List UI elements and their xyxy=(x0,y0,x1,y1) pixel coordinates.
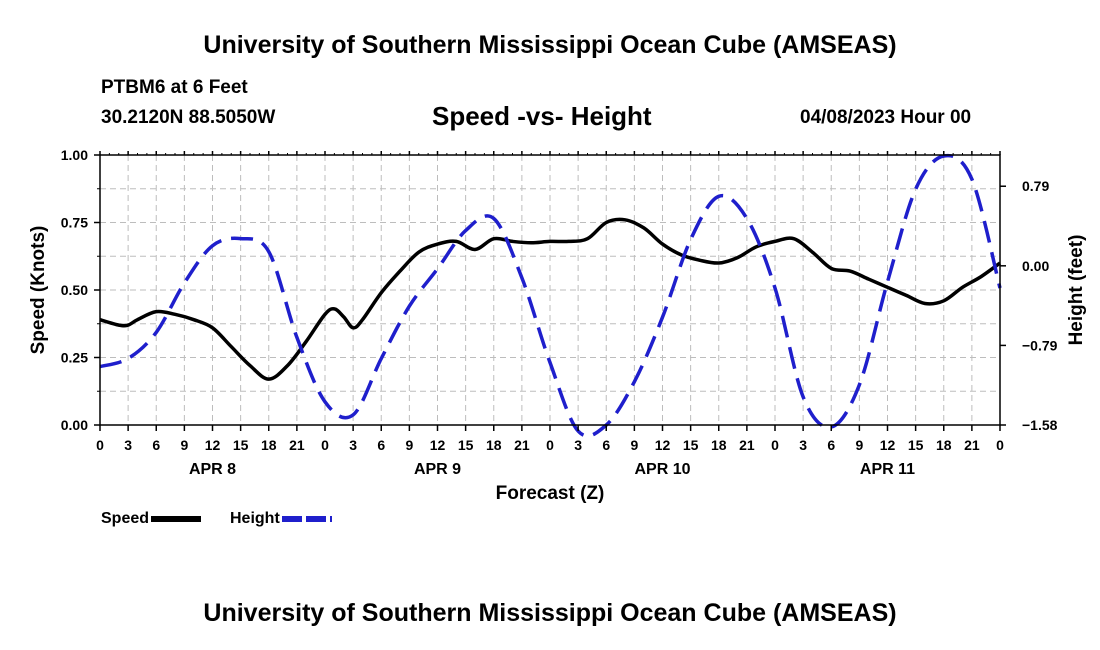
y2-tick-label: −1.58 xyxy=(1022,417,1058,433)
day-label: APR 11 xyxy=(860,461,915,478)
y-tick-label: 0.75 xyxy=(61,215,88,231)
legend-speed-label: Speed xyxy=(101,510,150,527)
x-tick-label: 12 xyxy=(655,437,671,453)
x-tick-label: 3 xyxy=(349,437,357,453)
x-tick-label: 6 xyxy=(377,437,385,453)
tick-layer xyxy=(94,151,1006,431)
x-tick-label: 15 xyxy=(458,437,474,453)
x-tick-label: 18 xyxy=(486,437,502,453)
x-tick-label: 9 xyxy=(630,437,638,453)
forecast-date: 04/08/2023 Hour 00 xyxy=(800,107,972,128)
x-tick-label: 21 xyxy=(964,437,980,453)
station-label: PTBM6 at 6 Feet xyxy=(101,77,248,98)
y-axis-title: Speed (Knots) xyxy=(28,226,49,355)
x-tick-label: 3 xyxy=(124,437,132,453)
x-tick-label: 15 xyxy=(683,437,699,453)
x-tick-label: 21 xyxy=(289,437,305,453)
x-tick-label: 0 xyxy=(996,437,1004,453)
x-tick-label: 3 xyxy=(574,437,582,453)
series-layer xyxy=(99,153,1002,438)
x-tick-label: 9 xyxy=(855,437,863,453)
legend-speed-swatch xyxy=(151,516,202,522)
x-tick-label: 0 xyxy=(96,437,104,453)
day-label: APR 9 xyxy=(414,461,461,478)
legend-height: Height xyxy=(230,510,332,528)
day-label: APR 8 xyxy=(189,461,236,478)
x-tick-label: 6 xyxy=(602,437,610,453)
series-line-height xyxy=(99,153,1002,438)
y2-tick-label: −0.79 xyxy=(1022,337,1058,353)
x-tick-label: 6 xyxy=(827,437,835,453)
y-tick-label: 0.00 xyxy=(61,417,88,433)
legend-height-swatch xyxy=(281,516,332,522)
y2-axis-title: Height (feet) xyxy=(1066,235,1087,346)
coordinates-label: 30.2120N 88.5050W xyxy=(101,107,276,128)
x-tick-label: 12 xyxy=(880,437,896,453)
chart-subtitle: Speed -vs- Height xyxy=(432,101,652,131)
x-tick-label: 0 xyxy=(771,437,779,453)
x-tick-label: 18 xyxy=(261,437,277,453)
y-tick-label: 0.25 xyxy=(61,350,88,366)
x-tick-label: 6 xyxy=(152,437,160,453)
x-tick-label: 21 xyxy=(739,437,755,453)
x-tick-label: 12 xyxy=(430,437,446,453)
x-tick-label: 15 xyxy=(233,437,249,453)
x-tick-label: 9 xyxy=(180,437,188,453)
x-tick-label: 15 xyxy=(908,437,924,453)
x-tick-label: 18 xyxy=(711,437,727,453)
x-tick-label: 21 xyxy=(514,437,530,453)
y2-tick-label: 0.79 xyxy=(1022,178,1049,194)
series-line-speed xyxy=(99,217,1002,381)
day-label: APR 10 xyxy=(634,461,690,478)
footer-title: University of Southern Mississippi Ocean… xyxy=(203,599,897,627)
x-axis-title: Forecast (Z) xyxy=(496,483,605,504)
chart-title: University of Southern Mississippi Ocean… xyxy=(203,31,897,59)
y-tick-label: 1.00 xyxy=(61,147,88,163)
x-tick-label: 3 xyxy=(799,437,807,453)
grid-layer xyxy=(99,154,1001,426)
x-tick-label: 0 xyxy=(321,437,329,453)
x-tick-label: 12 xyxy=(205,437,221,453)
x-tick-label: 18 xyxy=(936,437,952,453)
y-tick-label: 0.50 xyxy=(61,282,88,298)
legend-height-label: Height xyxy=(230,510,280,527)
legend-speed: Speed xyxy=(101,510,202,528)
x-tick-label: 9 xyxy=(405,437,413,453)
y2-tick-label: 0.00 xyxy=(1022,258,1049,274)
x-tick-label: 0 xyxy=(546,437,554,453)
axis-label-layer: 0 3 6 9 12 15 18 21 0 3 6 9 12 15 18 21 0 3 6 9 12 15 18 21 0 3 6 9… xyxy=(28,147,1087,504)
